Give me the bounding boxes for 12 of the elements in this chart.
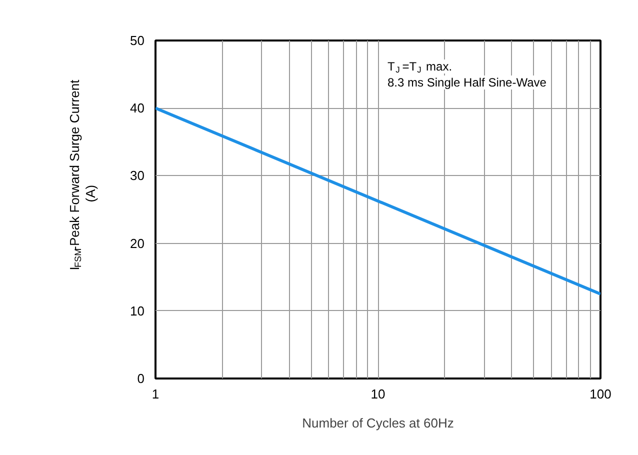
y-tick-label: 30 bbox=[130, 168, 145, 184]
y-tick-label: 40 bbox=[130, 100, 145, 116]
y-axis-title: IFSM-Peak Forward Surge Current (A) bbox=[67, 79, 98, 270]
x-tick-label: 1 bbox=[152, 386, 160, 402]
y-tick-label: 0 bbox=[137, 371, 145, 386]
x-tick-label: 100 bbox=[590, 386, 612, 402]
x-tick-label: 10 bbox=[370, 386, 386, 402]
y-tick-label: 50 bbox=[130, 33, 145, 48]
y-tick-label: 20 bbox=[130, 236, 145, 251]
y-tick-label: 10 bbox=[130, 303, 145, 318]
x-axis-title: Number of Cycles at 60Hz bbox=[302, 416, 454, 430]
annotation: 8.3 ms Single Half Sine-Wave bbox=[388, 76, 547, 90]
